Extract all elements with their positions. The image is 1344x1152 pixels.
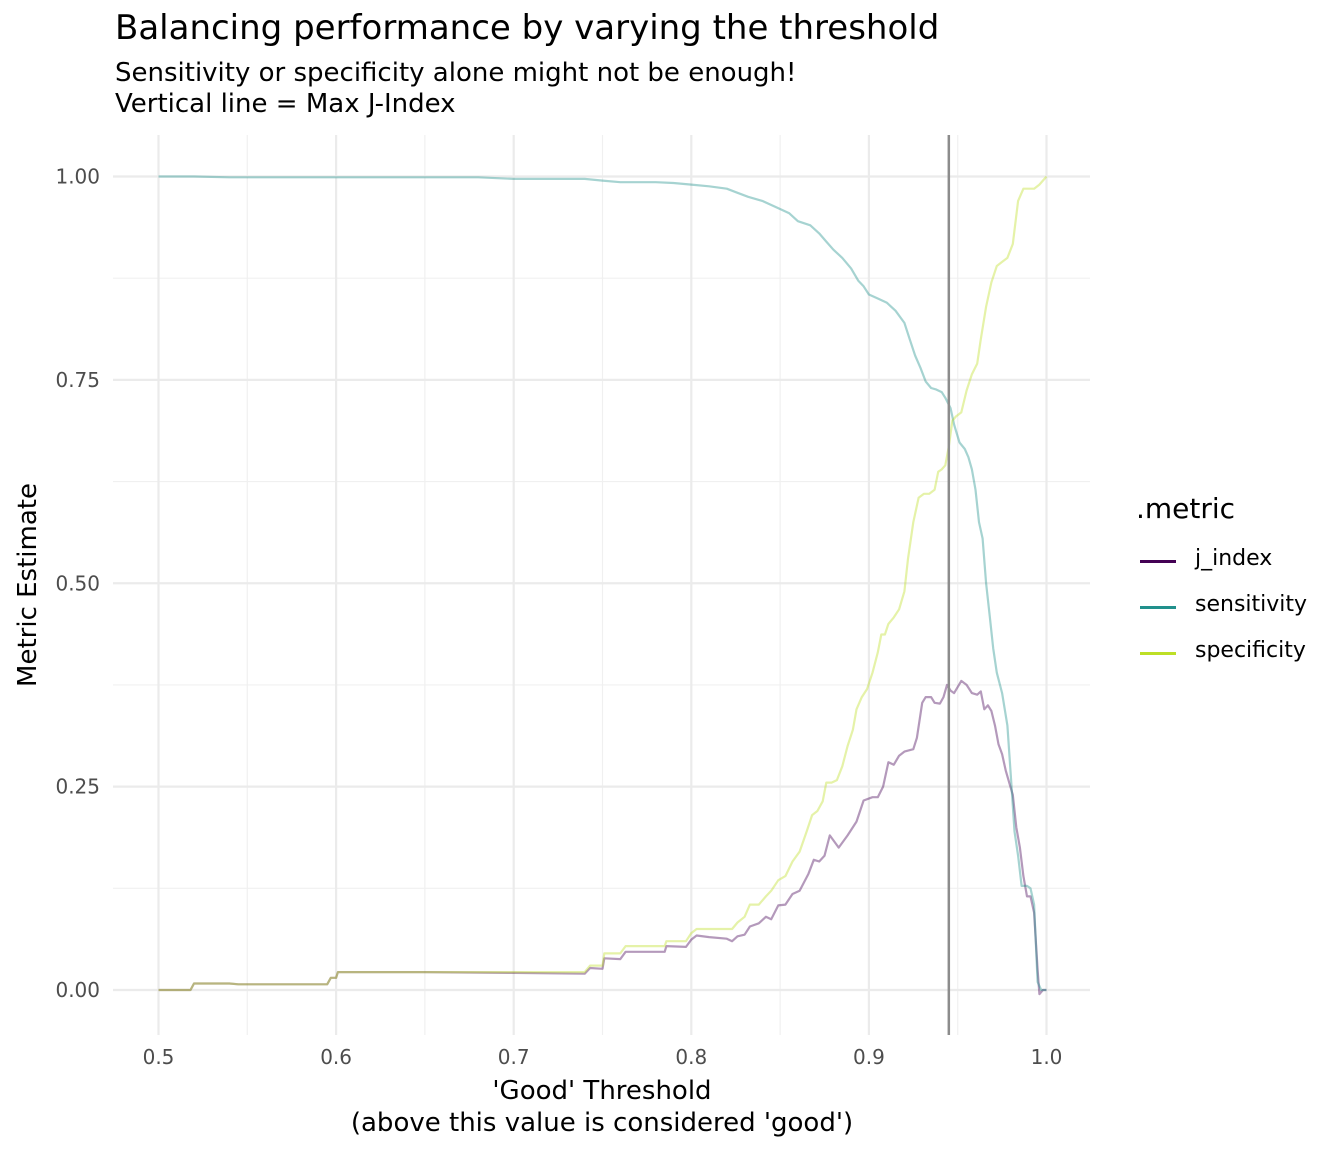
x-tick-label: 0.9: [853, 1045, 885, 1069]
x-axis-title-line-2: (above this value is considered 'good'): [351, 1108, 853, 1138]
y-axis-tick-labels: 0.00 0.25 0.50 0.75 1.00: [55, 165, 100, 1003]
series-line-specificity: [158, 175, 1048, 992]
x-axis-title-line-1: 'Good' Threshold: [492, 1076, 711, 1106]
x-tick-label: 0.8: [675, 1045, 707, 1069]
x-axis-tick-labels: 0.5 0.6 0.7 0.8 0.9 1.0: [143, 1045, 1063, 1069]
y-tick-label: 1.00: [55, 165, 100, 189]
x-tick-label: 0.5: [143, 1045, 175, 1069]
legend-swatch-specificity: [1140, 652, 1176, 655]
y-tick-label: 0.25: [55, 775, 100, 799]
x-tick-label: 0.6: [320, 1045, 352, 1069]
legend-swatch-j-index: [1140, 560, 1176, 563]
x-tick-label: 1.0: [1031, 1045, 1063, 1069]
legend-swatch-sensitivity: [1140, 606, 1176, 609]
x-tick-label: 0.7: [498, 1045, 530, 1069]
series-lines: [158, 175, 1048, 996]
chart-title: Balancing performance by varying the thr…: [115, 8, 940, 48]
chart-subtitle-line-2: Vertical line = Max J-Index: [115, 89, 456, 119]
y-tick-label: 0.50: [55, 571, 100, 595]
legend-title: .metric: [1136, 492, 1236, 525]
legend-label-j-index: j_index: [1195, 546, 1273, 571]
y-tick-label: 0.00: [55, 978, 100, 1002]
minor-gridlines: [113, 135, 1090, 1035]
legend-label-sensitivity: sensitivity: [1195, 592, 1308, 617]
legend-label-specificity: specificity: [1195, 638, 1306, 663]
y-tick-label: 0.75: [55, 368, 100, 392]
major-gridlines: [113, 135, 1090, 1035]
chart-subtitle-line-1: Sensitivity or specificity alone might n…: [115, 58, 797, 88]
series-line-sensitivity: [158, 175, 1047, 992]
y-axis-title: Metric Estimate: [13, 483, 43, 687]
series-line-j-index: [158, 679, 1047, 996]
